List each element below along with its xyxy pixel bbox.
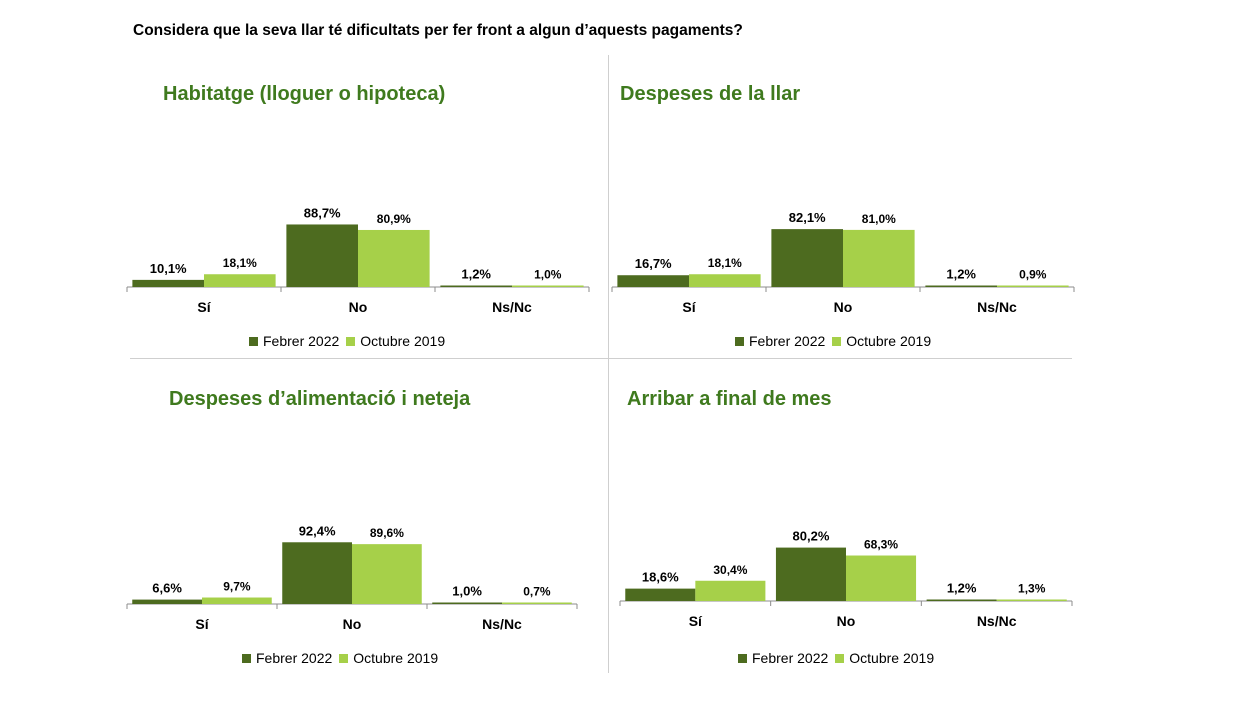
legend-item: Febrer 2022: [249, 333, 339, 349]
bar-chart: 10,1% 18,1% Sí 88,7% 80,9% No 1,2% 1,0% Ns/Nc: [126, 205, 590, 315]
bar-octubre-2019: [689, 274, 761, 287]
bar-febrer-2022: [440, 285, 512, 287]
bar-octubre-2019: [843, 229, 915, 287]
data-label: 68,3%: [864, 538, 898, 552]
legend-label: Octubre 2019: [353, 650, 439, 666]
data-label: 80,9%: [377, 212, 411, 226]
bar-chart: 16,7% 18,1% Sí 82,1% 81,0% No 1,2% 0,9% Ns/Nc: [611, 210, 1075, 315]
data-label: 0,7%: [523, 585, 551, 599]
legend-swatch-dark: [738, 653, 747, 663]
legend-item: Octubre 2019: [835, 650, 934, 666]
bar-octubre-2019: [358, 229, 430, 287]
bar-febrer-2022: [771, 229, 843, 287]
data-label: 1,0%: [452, 584, 482, 599]
data-label: 92,4%: [299, 523, 336, 538]
data-label: 0,9%: [1019, 268, 1047, 282]
legend-swatch-light: [832, 336, 842, 346]
category-label: Ns/Nc: [977, 299, 1017, 315]
bar-octubre-2019: [997, 285, 1069, 287]
data-label: 1,3%: [1018, 582, 1046, 596]
legend-label: Febrer 2022: [749, 333, 826, 349]
chart-legend: Febrer 2022 Octubre 2019: [738, 650, 941, 666]
data-label: 1,2%: [947, 581, 977, 596]
legend-swatch-light: [346, 336, 356, 346]
bar-octubre-2019: [204, 274, 276, 287]
category-label: Sí: [195, 616, 209, 632]
data-label: 6,6%: [152, 581, 182, 596]
category-label: No: [349, 299, 368, 315]
data-label: 81,0%: [862, 212, 896, 226]
legend-swatch-dark: [242, 653, 251, 663]
chart-title: Despeses d’alimentació i neteja: [169, 388, 471, 410]
legend-item: Febrer 2022: [242, 650, 332, 666]
category-label: No: [343, 616, 362, 632]
legend-swatch-dark: [735, 336, 744, 346]
bar-febrer-2022: [286, 224, 358, 287]
data-label: 80,2%: [793, 529, 830, 544]
bar-chart: 18,6% 30,4% Sí 80,2% 68,3% No 1,2% 1,3% Ns/Nc: [619, 529, 1073, 629]
legend-swatch-light: [835, 653, 845, 663]
bar-febrer-2022: [282, 542, 352, 604]
bar-febrer-2022: [432, 602, 502, 604]
data-label: 10,1%: [150, 261, 187, 276]
legend-label: Octubre 2019: [849, 650, 935, 666]
bar-octubre-2019: [846, 555, 917, 601]
bar-octubre-2019: [202, 597, 272, 604]
category-label: No: [837, 613, 856, 629]
main-title: Considera que la seva llar té dificultat…: [133, 22, 743, 39]
chart-legend: Febrer 2022 Octubre 2019: [242, 650, 445, 666]
chart-title: Despeses de la llar: [620, 83, 801, 105]
legend-label: Febrer 2022: [256, 650, 333, 666]
bar-octubre-2019: [352, 544, 422, 604]
category-label: Ns/Nc: [492, 299, 532, 315]
legend-item: Octubre 2019: [339, 650, 438, 666]
chart-title: Habitatge (lloguer o hipoteca): [163, 83, 446, 105]
data-label: 1,2%: [461, 267, 491, 282]
data-label: 16,7%: [635, 256, 672, 271]
data-label: 18,6%: [642, 570, 679, 585]
bar-octubre-2019: [502, 602, 572, 604]
bar-febrer-2022: [132, 599, 202, 604]
category-label: Ns/Nc: [977, 613, 1017, 629]
data-label: 88,7%: [304, 205, 341, 220]
bar-febrer-2022: [617, 275, 689, 287]
data-label: 30,4%: [713, 563, 747, 577]
data-label: 82,1%: [789, 210, 826, 225]
bar-febrer-2022: [926, 599, 997, 601]
category-label: Sí: [682, 299, 696, 315]
bar-chart: 6,6% 9,7% Sí 92,4% 89,6% No 1,0% 0,7% Ns/Nc: [126, 523, 578, 632]
legend-label: Octubre 2019: [360, 333, 446, 349]
data-label: 18,1%: [708, 256, 742, 270]
data-label: 89,6%: [370, 526, 404, 540]
legend-item: Febrer 2022: [735, 333, 825, 349]
legend-label: Febrer 2022: [752, 650, 829, 666]
data-label: 9,7%: [223, 580, 251, 594]
data-label: 18,1%: [223, 256, 257, 270]
category-label: Sí: [197, 299, 211, 315]
bar-febrer-2022: [625, 588, 696, 601]
category-label: Ns/Nc: [482, 616, 522, 632]
bar-octubre-2019: [695, 580, 766, 601]
legend-swatch-dark: [249, 336, 258, 346]
legend-item: Febrer 2022: [738, 650, 828, 666]
bar-febrer-2022: [925, 285, 997, 287]
bar-octubre-2019: [512, 285, 584, 287]
data-label: 1,0%: [534, 268, 562, 282]
bar-octubre-2019: [996, 599, 1067, 601]
chart-title: Arribar a final de mes: [627, 388, 832, 410]
legend-swatch-light: [339, 653, 349, 663]
chart-legend: Febrer 2022 Octubre 2019: [249, 333, 452, 349]
legend-label: Octubre 2019: [846, 333, 932, 349]
legend-label: Febrer 2022: [263, 333, 340, 349]
category-label: Sí: [689, 613, 703, 629]
horizontal-divider: [130, 358, 1072, 359]
data-label: 1,2%: [946, 267, 976, 282]
bar-febrer-2022: [775, 547, 846, 601]
bar-febrer-2022: [132, 279, 204, 287]
vertical-divider: [608, 55, 609, 673]
legend-item: Octubre 2019: [346, 333, 445, 349]
chart-legend: Febrer 2022 Octubre 2019: [735, 333, 938, 349]
legend-item: Octubre 2019: [832, 333, 931, 349]
category-label: No: [834, 299, 853, 315]
